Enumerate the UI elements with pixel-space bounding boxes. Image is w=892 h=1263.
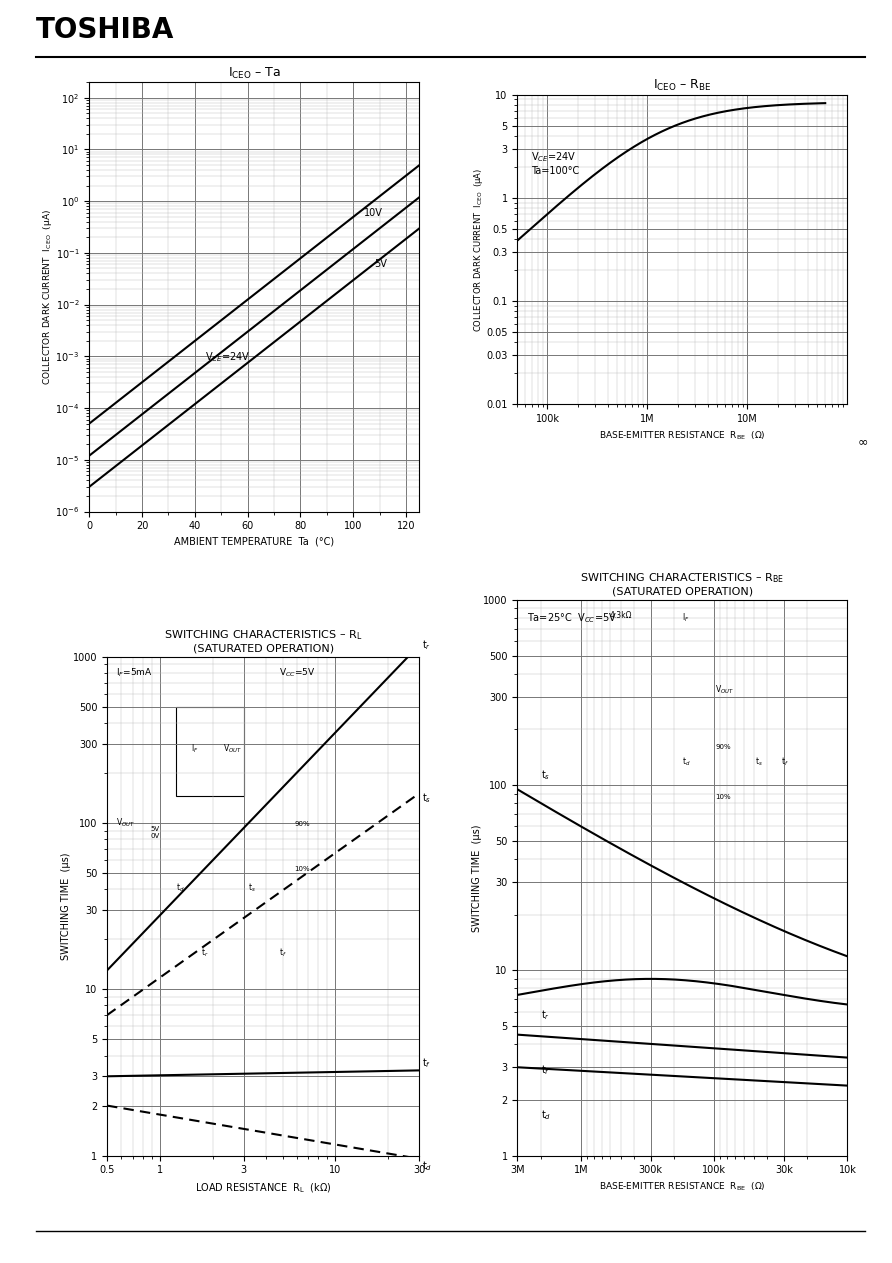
- Y-axis label: SWITCHING TIME  (μs): SWITCHING TIME (μs): [62, 853, 71, 960]
- Text: 90%: 90%: [715, 744, 731, 750]
- Text: Ta=25°C  V$_{CC}$=5V: Ta=25°C V$_{CC}$=5V: [527, 611, 617, 625]
- Text: t$_f$: t$_f$: [278, 946, 286, 959]
- Text: t$_f$: t$_f$: [422, 1057, 431, 1071]
- Text: 4.3kΩ: 4.3kΩ: [610, 611, 632, 620]
- Text: t$_s$: t$_s$: [422, 792, 431, 805]
- Text: 5V
0V: 5V 0V: [151, 826, 160, 840]
- Text: t$_f$: t$_f$: [781, 755, 789, 768]
- Text: 10V: 10V: [364, 207, 383, 217]
- Text: 10%: 10%: [715, 794, 731, 801]
- Text: V$_{CC}$=5V: V$_{CC}$=5V: [278, 667, 316, 679]
- Text: t$_d$: t$_d$: [176, 882, 185, 894]
- X-axis label: AMBIENT TEMPERATURE  Ta  (°C): AMBIENT TEMPERATURE Ta (°C): [174, 537, 334, 547]
- Text: ∞: ∞: [857, 434, 868, 448]
- Y-axis label: COLLECTOR DARK CURRENT  I$_\mathrm{CEO}$  (μA): COLLECTOR DARK CURRENT I$_\mathrm{CEO}$ …: [41, 208, 54, 385]
- Text: t$_r$: t$_r$: [541, 1008, 549, 1022]
- Text: TOSHIBA: TOSHIBA: [36, 16, 174, 44]
- Text: t$_d$: t$_d$: [541, 1109, 551, 1122]
- Title: I$_\mathrm{CEO}$ – Ta: I$_\mathrm{CEO}$ – Ta: [227, 66, 281, 81]
- Text: V$_{OUT}$: V$_{OUT}$: [222, 743, 242, 755]
- X-axis label: LOAD RESISTANCE  R$_\mathrm{L}$  (kΩ): LOAD RESISTANCE R$_\mathrm{L}$ (kΩ): [194, 1181, 332, 1195]
- Text: t$_f$: t$_f$: [541, 1063, 550, 1077]
- X-axis label: BASE-EMITTER RESISTANCE  R$_\mathrm{BE}$  (Ω): BASE-EMITTER RESISTANCE R$_\mathrm{BE}$ …: [599, 429, 765, 442]
- Text: t$_s$: t$_s$: [247, 882, 255, 894]
- Y-axis label: SWITCHING TIME  (μs): SWITCHING TIME (μs): [472, 823, 482, 932]
- Text: 5V: 5V: [375, 259, 387, 269]
- Title: SWITCHING CHARACTERISTICS – R$_\mathrm{BE}$
(SATURATED OPERATION): SWITCHING CHARACTERISTICS – R$_\mathrm{B…: [581, 571, 784, 596]
- Y-axis label: COLLECTOR DARK CURRENT  I$_\mathrm{CEO}$  (μA): COLLECTOR DARK CURRENT I$_\mathrm{CEO}$ …: [472, 168, 484, 331]
- Title: SWITCHING CHARACTERISTICS – R$_\mathrm{L}$
(SATURATED OPERATION): SWITCHING CHARACTERISTICS – R$_\mathrm{L…: [164, 628, 362, 653]
- Text: I$_F$: I$_F$: [191, 743, 199, 755]
- Text: t$_r$: t$_r$: [422, 638, 431, 652]
- Text: t$_d$: t$_d$: [682, 755, 691, 768]
- Text: V$_{OUT}$: V$_{OUT}$: [715, 683, 734, 696]
- Text: I$_F$=5mA: I$_F$=5mA: [116, 667, 153, 679]
- Text: 10%: 10%: [294, 866, 310, 873]
- X-axis label: BASE-EMITTER RESISTANCE  R$_\mathrm{BE}$  (Ω): BASE-EMITTER RESISTANCE R$_\mathrm{BE}$ …: [599, 1181, 765, 1194]
- Text: t$_r$: t$_r$: [201, 946, 208, 959]
- Text: V$_{OUT}$: V$_{OUT}$: [116, 816, 136, 829]
- Text: V$_{CE}$=24V: V$_{CE}$=24V: [205, 350, 251, 364]
- Title: I$_\mathrm{CEO}$ – R$_\mathrm{BE}$: I$_\mathrm{CEO}$ – R$_\mathrm{BE}$: [653, 78, 712, 93]
- Bar: [176, 707, 244, 797]
- Text: t$_d$: t$_d$: [422, 1159, 432, 1173]
- Text: t$_s$: t$_s$: [755, 755, 763, 768]
- Text: I$_F$: I$_F$: [682, 611, 690, 624]
- Text: 90%: 90%: [294, 821, 310, 827]
- Text: V$_{CE}$=24V
Ta=100°C: V$_{CE}$=24V Ta=100°C: [531, 150, 579, 176]
- Text: t$_s$: t$_s$: [541, 768, 550, 782]
